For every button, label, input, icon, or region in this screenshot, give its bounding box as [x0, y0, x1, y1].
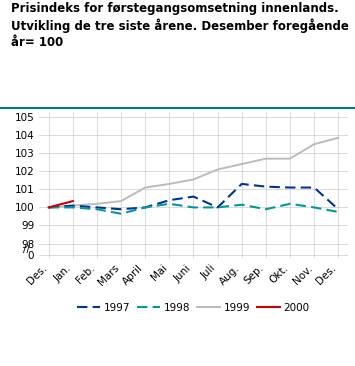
Text: Prisindeks for førstegangsomsetning innenlands.
Utvikling de tre siste årene. De: Prisindeks for førstegangsomsetning inne…: [11, 2, 349, 49]
Legend: 1997, 1998, 1999, 2000: 1997, 1998, 1999, 2000: [73, 299, 314, 317]
Text: //: //: [23, 244, 31, 254]
